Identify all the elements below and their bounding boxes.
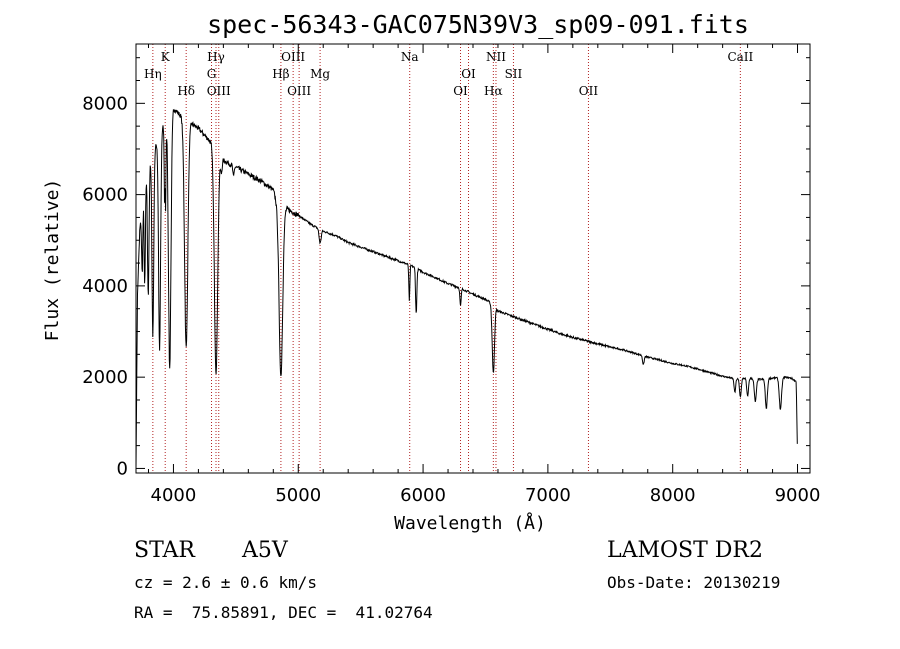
line-marker-label: OIII (281, 50, 305, 64)
spectral-subclass: A5V (242, 538, 288, 563)
line-marker-label: OIII (287, 84, 311, 98)
spectrum-line (135, 108, 798, 469)
object-class: STAR (134, 538, 195, 563)
x-axis-label: Wavelength (Å) (394, 512, 546, 534)
line-marker-label: Hγ (207, 50, 225, 64)
line-marker-label: Hη (144, 67, 162, 81)
x-tick-label: 6000 (400, 485, 446, 506)
y-tick-label: 0 (117, 458, 128, 479)
line-marker-label: NII (486, 50, 506, 64)
y-tick-label: 8000 (82, 93, 128, 114)
chart-background (0, 0, 900, 540)
line-marker-label: SII (505, 67, 523, 81)
x-tick-label: 4000 (151, 485, 197, 506)
y-tick-label: 6000 (82, 185, 128, 206)
line-marker-label: Hβ (272, 67, 289, 81)
line-marker-label: OIII (207, 84, 231, 98)
line-marker-label: G (207, 67, 217, 81)
line-marker-label: OI (461, 67, 476, 81)
line-marker-label: OI (453, 84, 468, 98)
x-tick-label: 5000 (275, 485, 321, 506)
line-marker-label: Hδ (177, 84, 195, 98)
line-marker-label: Mg (310, 67, 330, 81)
y-tick-label: 4000 (82, 276, 128, 297)
x-tick-label: 7000 (525, 485, 571, 506)
line-marker-label: Hα (484, 84, 503, 98)
line-marker-label: OII (579, 84, 599, 98)
y-tick-label: 2000 (82, 367, 128, 388)
chart-title: spec-56343-GAC075N39V3_sp09-091.fits (207, 10, 749, 39)
survey-name: LAMOST DR2 (607, 538, 763, 563)
x-tick-label: 8000 (650, 485, 696, 506)
line-marker-label: CaII (727, 50, 753, 64)
coordinates-text: RA = 75.85891, DEC = 41.02764 (134, 603, 433, 622)
redshift-text: cz = 2.6 ± 0.6 km/s (134, 573, 318, 592)
axes: 4000 5000 6000 7000 8000 9000 0 2000 4000 6000 800… (82, 44, 820, 506)
line-marker-label: K (161, 50, 171, 64)
observation-date: Obs-Date: 20130219 (607, 573, 781, 592)
x-tick-label: 9000 (775, 485, 821, 506)
line-marker-label: Na (401, 50, 419, 64)
spectrum-series (135, 108, 798, 469)
y-axis-label: Flux (relative) (42, 179, 63, 342)
